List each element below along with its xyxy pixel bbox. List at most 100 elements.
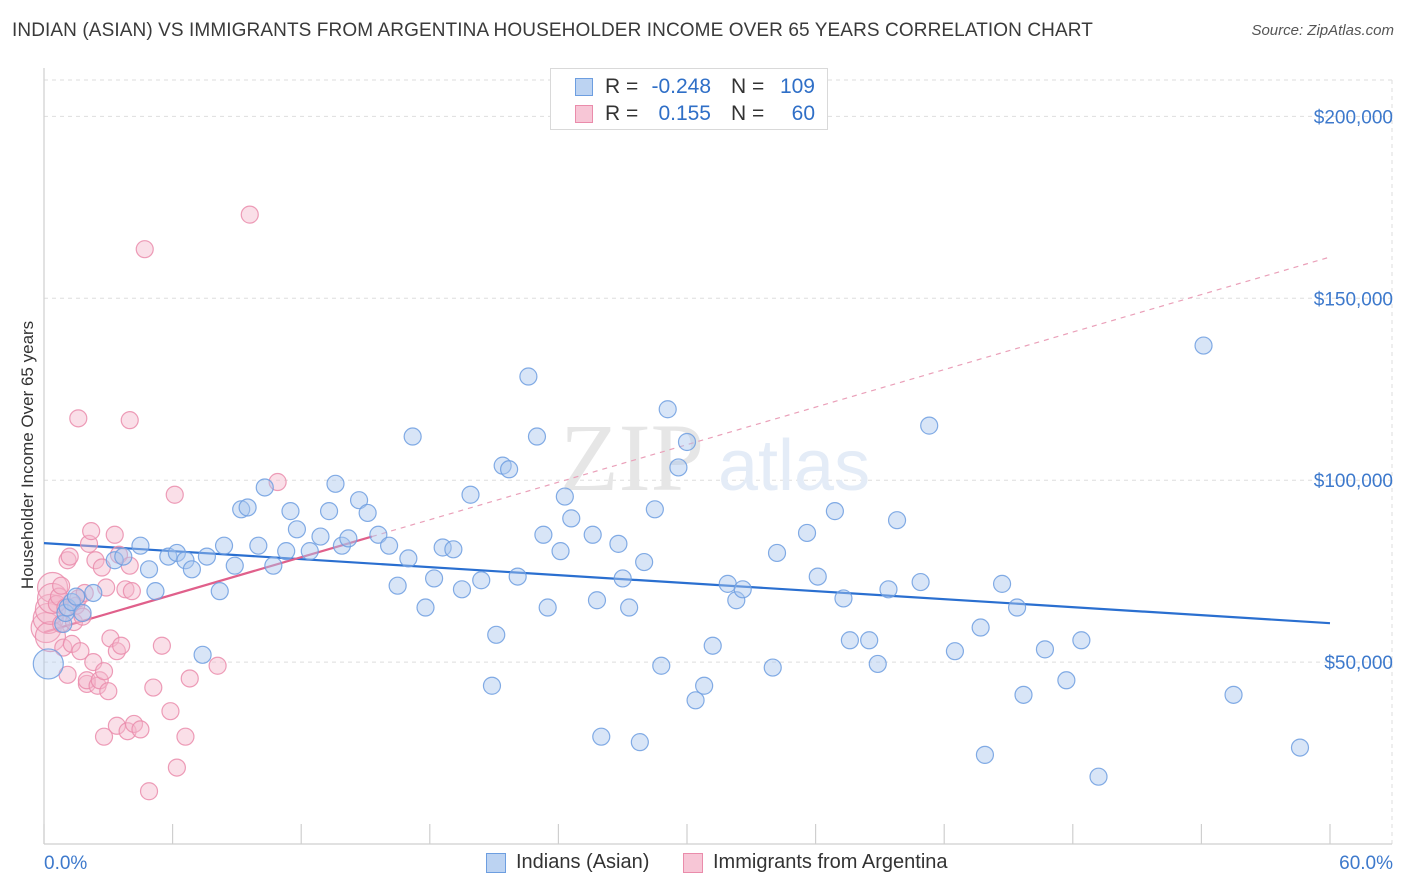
legend-r-value: -0.248 [651, 75, 711, 98]
point-indians [146, 582, 165, 601]
point-indians [319, 502, 339, 521]
point-indians [32, 648, 64, 680]
point-indians [797, 523, 817, 543]
point-indians [508, 567, 527, 586]
point-argentina [105, 525, 124, 544]
trendline-argentina [43, 535, 373, 634]
point-argentina [99, 682, 118, 701]
point-indians [834, 589, 853, 608]
series-legend-indians[interactable]: Indians (Asian) [486, 851, 649, 874]
point-argentina [122, 582, 141, 601]
trendline-indians [43, 542, 1331, 625]
point-indians [911, 572, 930, 592]
point-indians [887, 511, 907, 530]
point-argentina [139, 782, 159, 801]
point-indians [399, 549, 418, 568]
y-tick-label: $100,000 [1314, 471, 1393, 492]
point-indians [249, 536, 268, 555]
point-indians [182, 560, 201, 579]
legend-swatch-pink [575, 105, 593, 123]
point-indians [472, 571, 491, 590]
point-indians [583, 525, 602, 544]
correlation-legend: R = -0.248 N = 109 R = 0.155 N = 60 [550, 68, 828, 130]
legend-swatch-blue [575, 78, 593, 96]
point-indians [287, 520, 307, 539]
series-legend-argentina[interactable]: Immigrants from Argentina [683, 851, 948, 874]
point-indians [1014, 685, 1033, 704]
point-indians [630, 733, 649, 752]
point-indians [84, 583, 103, 603]
x-tick-labels: 0.0% 60.0% [44, 853, 1393, 874]
point-indians [519, 367, 538, 386]
point-argentina [116, 580, 135, 599]
point-indians [311, 527, 330, 546]
point-indians [369, 525, 388, 544]
legend-r-label: R = [605, 102, 639, 125]
point-indians [264, 556, 283, 575]
trendlines [43, 256, 1331, 634]
point-indians [193, 645, 212, 664]
point-indians [534, 525, 553, 544]
point-argentina [82, 522, 101, 541]
point-indians [67, 587, 86, 606]
point-argentina [208, 656, 227, 675]
point-argentina [69, 409, 88, 428]
point-argentina [161, 702, 180, 721]
point-argentina [71, 642, 90, 661]
point-indians [326, 474, 345, 493]
legend-r-value: 0.155 [658, 102, 711, 125]
y-tick-label: $50,000 [1324, 653, 1393, 674]
point-indians [825, 502, 844, 521]
point-indians [840, 631, 859, 650]
point-indians [1007, 598, 1027, 617]
point-indians [808, 567, 827, 586]
series-legend: Indians (Asian) Immigrants from Argentin… [0, 851, 1406, 877]
point-indians [592, 727, 611, 746]
y-axis-label: Householder Income Over 65 years [18, 321, 37, 589]
point-indians [500, 460, 519, 479]
point-argentina [180, 669, 199, 688]
point-argentina [135, 240, 154, 259]
point-indians [131, 536, 150, 555]
point-indians [444, 540, 463, 559]
point-indians [197, 547, 216, 566]
point-indians [860, 631, 879, 650]
point-indians [277, 542, 296, 561]
x-tick-label: 0.0% [44, 853, 87, 874]
point-argentina [176, 727, 195, 746]
point-indians [677, 432, 697, 452]
series-swatch-blue [486, 852, 506, 873]
point-indians [992, 574, 1012, 593]
y-tick-label: $200,000 [1314, 107, 1393, 128]
point-indians [461, 485, 480, 504]
point-indians [527, 427, 547, 446]
point-argentina [86, 551, 105, 570]
point-indians [703, 636, 722, 655]
point-indians [1072, 631, 1091, 650]
legend-row-indians: R = -0.248 N = 109 [575, 75, 815, 99]
point-indians [358, 503, 377, 523]
y-tick-label: $150,000 [1314, 289, 1393, 310]
legend-n-value: 109 [779, 75, 815, 98]
point-argentina [34, 621, 67, 653]
point-indians [613, 569, 632, 588]
point-argentina [112, 636, 131, 655]
point-indians [767, 543, 787, 563]
point-indians [210, 582, 229, 601]
point-indians [487, 625, 506, 644]
source-label: Source: ZipAtlas.com [1251, 22, 1394, 39]
trendline-argentina-extension [371, 256, 1331, 538]
point-indians [214, 536, 234, 555]
point-argentina [52, 576, 71, 595]
point-indians [388, 576, 407, 595]
point-indians [1089, 767, 1108, 786]
chart-title: INDIAN (ASIAN) VS IMMIGRANTS FROM ARGENT… [12, 20, 1093, 41]
point-indians [669, 458, 688, 477]
point-indians [652, 656, 671, 675]
point-indians [562, 509, 581, 528]
point-indians [538, 598, 557, 617]
point-indians [620, 598, 639, 617]
point-argentina [167, 758, 186, 777]
point-indians [551, 542, 570, 561]
